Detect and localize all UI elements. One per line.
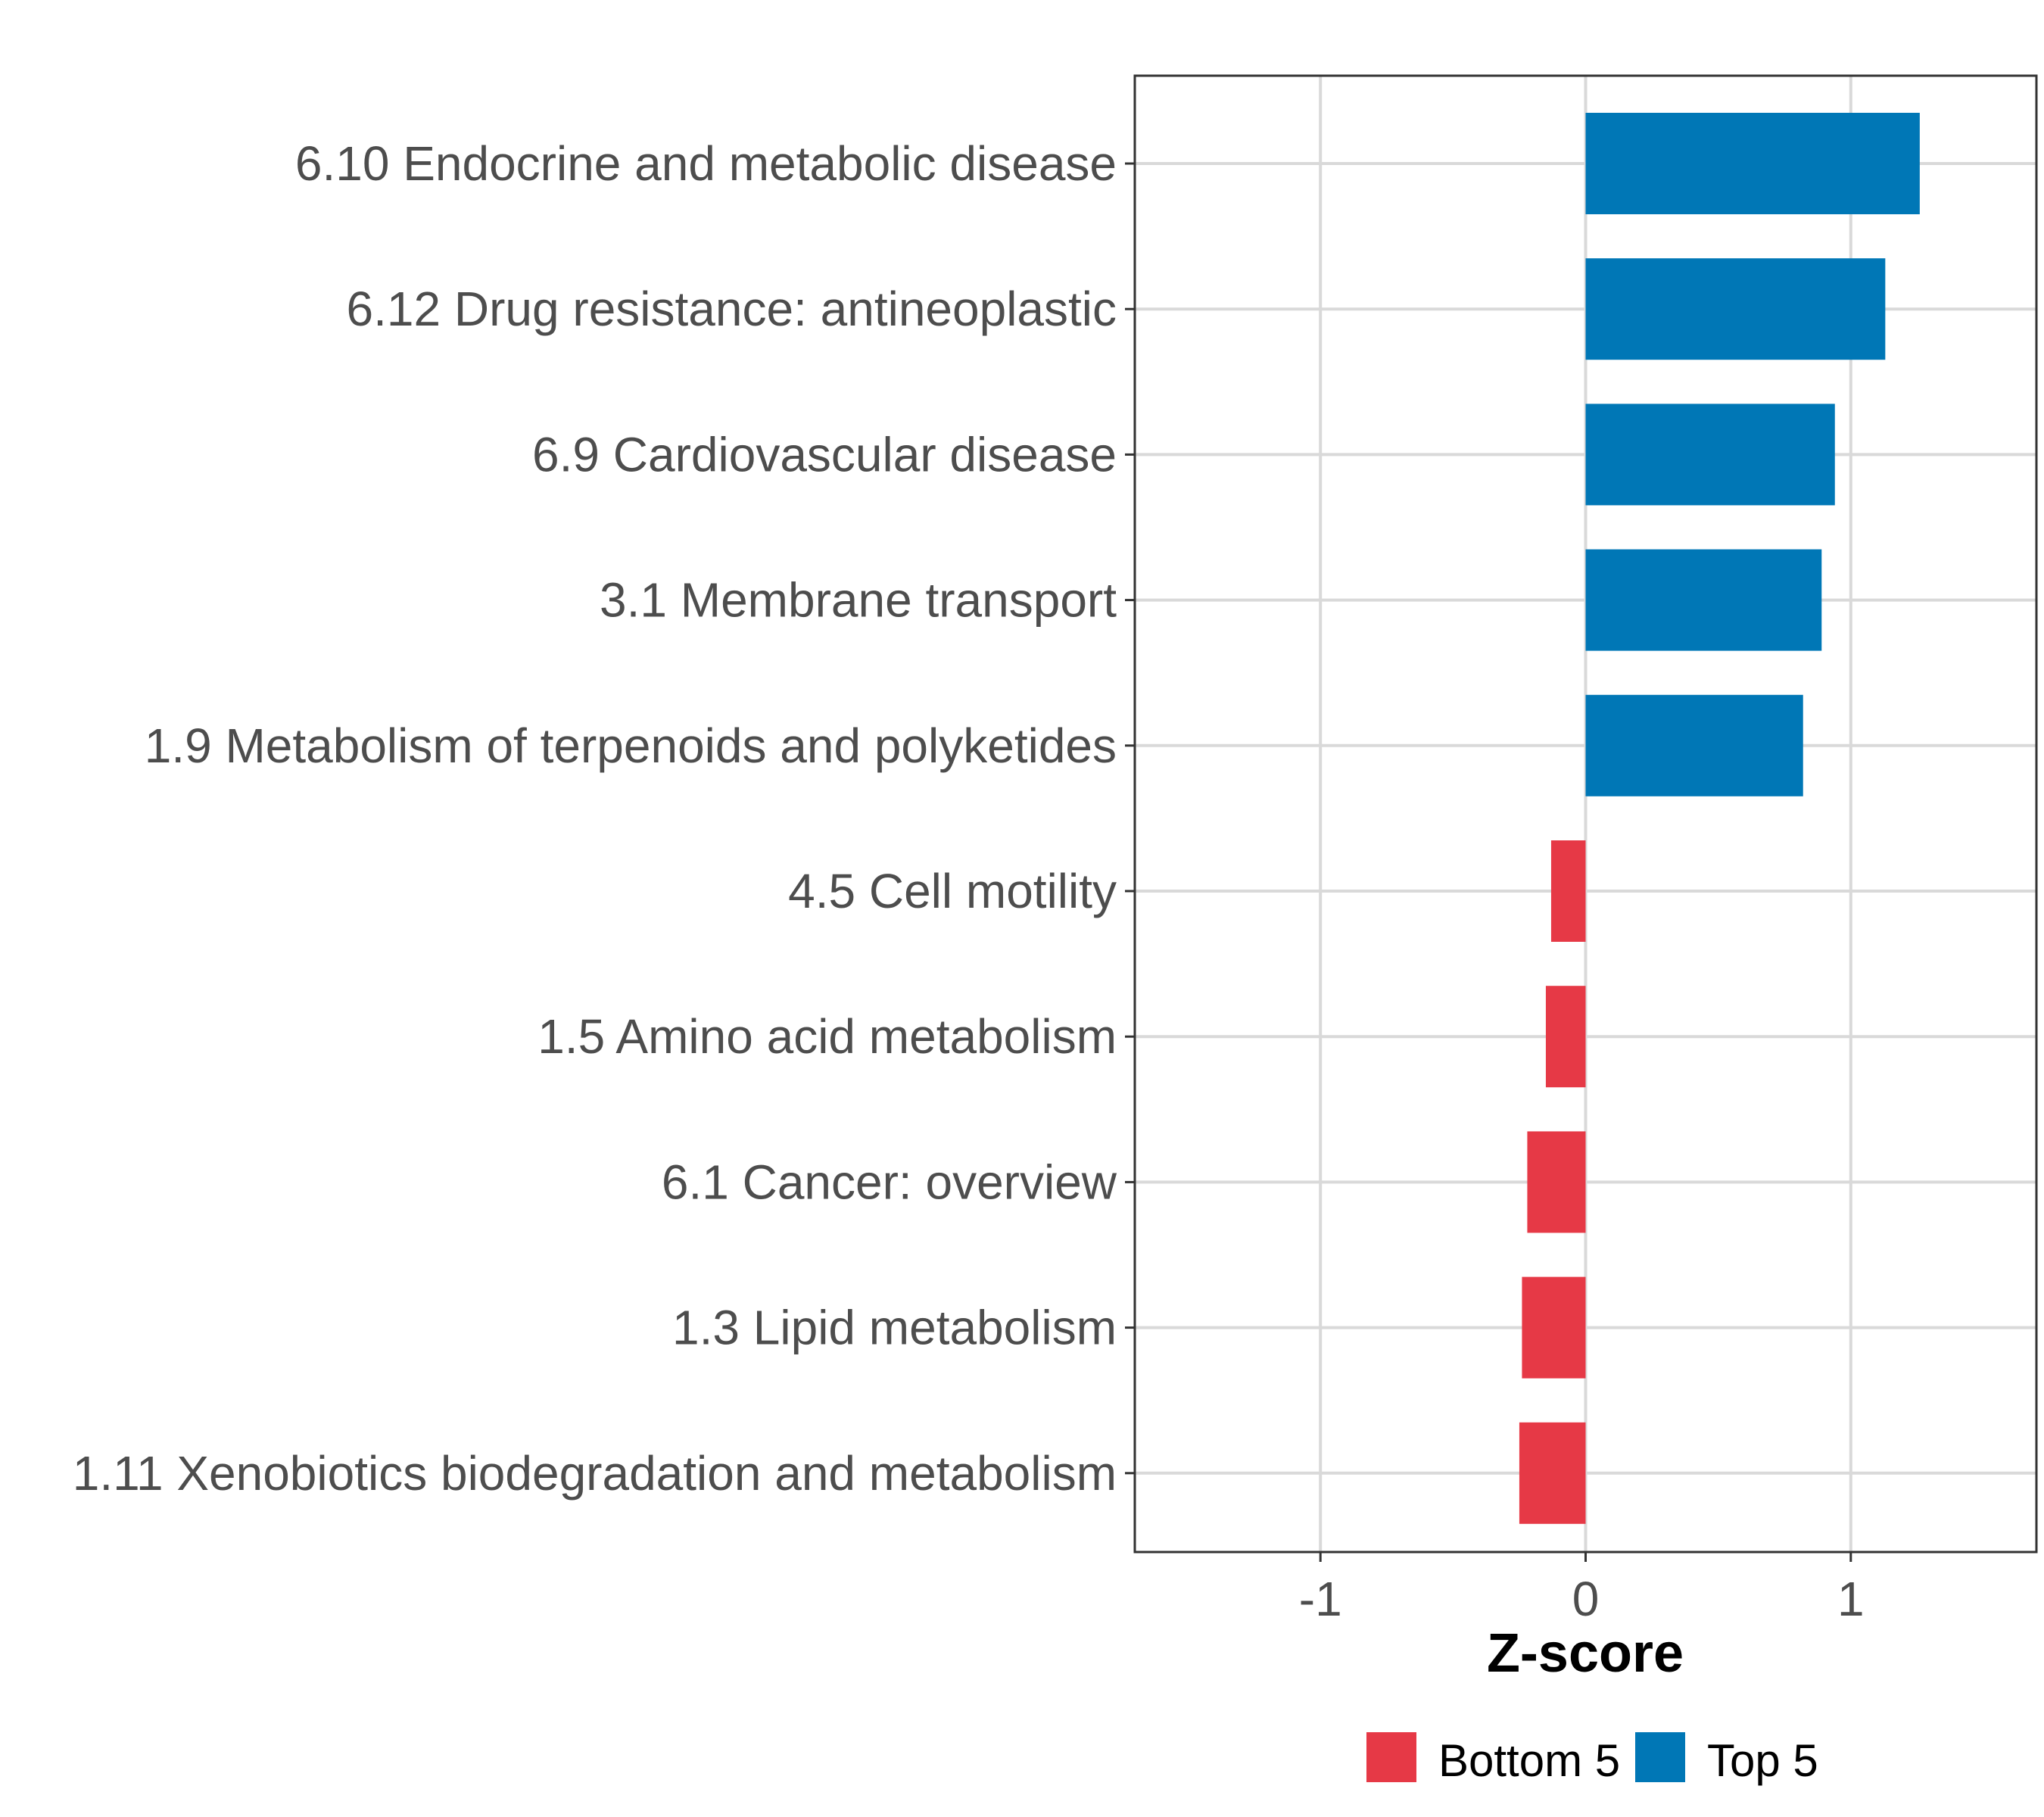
y-axis-ticks: 6.10 Endocrine and metabolic disease 6.12…	[73, 136, 1135, 1501]
category-label: 1.9 Metabolism of terpenoids and polyket…	[145, 718, 1117, 773]
category-label: 1.11 Xenobiotics biodegradation and meta…	[73, 1446, 1117, 1501]
bar	[1585, 113, 1920, 214]
bars	[1519, 113, 1920, 1524]
x-axis-ticks: -1 0 1	[1299, 1552, 1865, 1626]
bar	[1522, 1276, 1586, 1379]
bar	[1585, 694, 1803, 796]
category-label: 6.12 Drug resistance: antineoplastic	[347, 282, 1117, 336]
bar	[1545, 986, 1586, 1088]
legend-swatch-top-5	[1635, 1732, 1685, 1782]
bar	[1550, 840, 1586, 942]
x-tick-label: 1	[1837, 1572, 1865, 1626]
bar	[1527, 1131, 1586, 1233]
category-label: 1.3 Lipid metabolism	[672, 1301, 1117, 1355]
x-axis-title: Z-score	[1487, 1623, 1684, 1684]
legend-label-top-5: Top 5	[1707, 1735, 1818, 1786]
bar	[1585, 404, 1835, 506]
x-tick-label: 0	[1572, 1572, 1600, 1626]
bar	[1519, 1422, 1586, 1524]
category-label: 6.10 Endocrine and metabolic disease	[295, 136, 1117, 191]
category-label: 6.9 Cardiovascular disease	[532, 427, 1117, 482]
category-label: 4.5 Cell motility	[788, 864, 1117, 918]
bar	[1585, 258, 1886, 360]
category-label: 6.1 Cancer: overview	[662, 1155, 1117, 1209]
legend-label-bottom-5: Bottom 5	[1438, 1735, 1620, 1786]
bar	[1585, 549, 1822, 651]
legend-swatch-bottom-5	[1366, 1732, 1416, 1782]
category-label: 1.5 Amino acid metabolism	[537, 1009, 1117, 1064]
legend: Bottom 5 Top 5	[1366, 1732, 1818, 1786]
category-label: 3.1 Membrane transport	[600, 573, 1117, 628]
x-tick-label: -1	[1299, 1572, 1342, 1626]
